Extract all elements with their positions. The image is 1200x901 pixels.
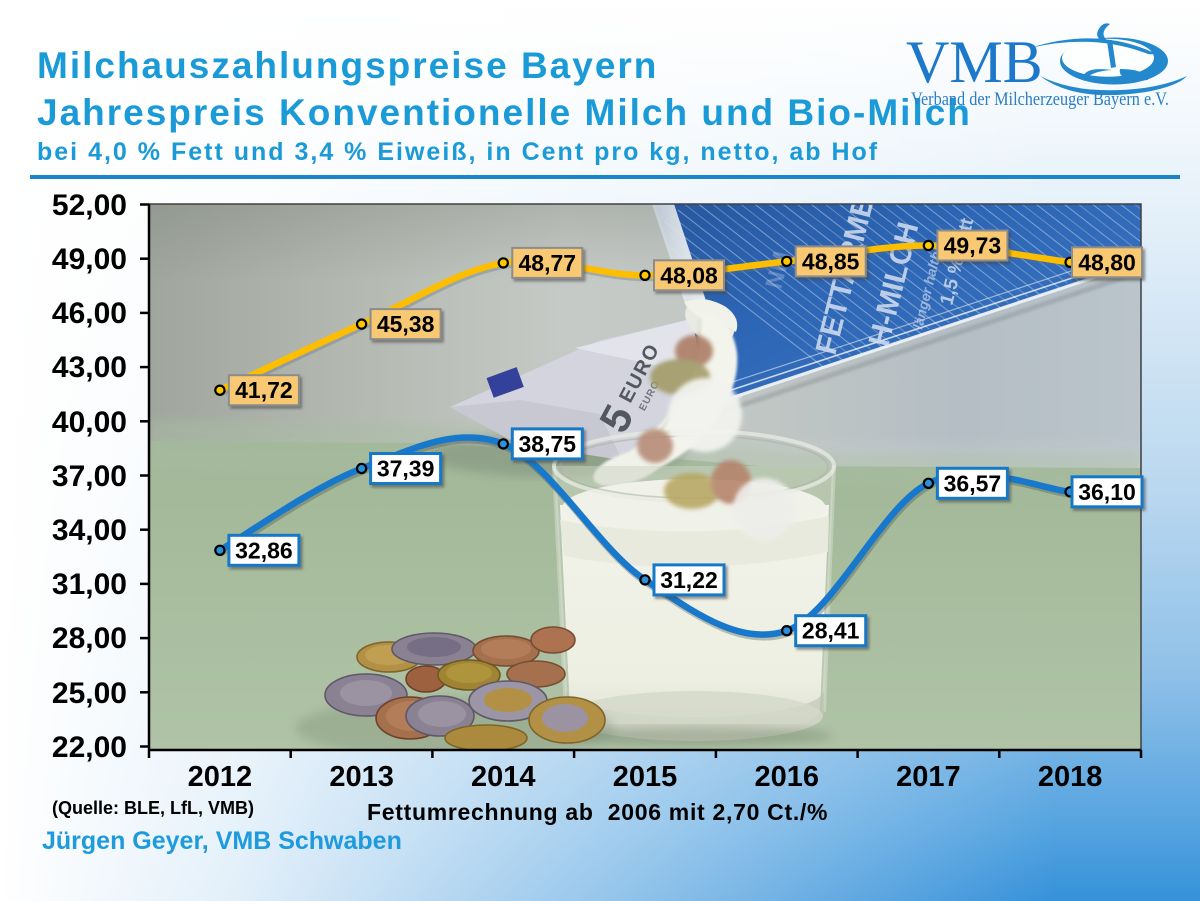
svg-text:48,77: 48,77 (519, 250, 577, 276)
svg-text:22,00: 22,00 (52, 731, 127, 764)
svg-text:2017: 2017 (896, 761, 961, 793)
svg-text:40,00: 40,00 (52, 406, 127, 439)
svg-text:48,85: 48,85 (802, 248, 860, 274)
svg-text:VMB: VMB (906, 29, 1043, 95)
svg-text:2014: 2014 (471, 761, 536, 793)
svg-text:45,38: 45,38 (377, 311, 435, 337)
svg-text:2012: 2012 (188, 761, 253, 793)
svg-text:37,00: 37,00 (52, 460, 127, 493)
svg-text:37,39: 37,39 (377, 456, 435, 482)
svg-text:34,00: 34,00 (52, 514, 127, 547)
svg-text:36,10: 36,10 (1078, 479, 1136, 505)
svg-text:31,22: 31,22 (660, 567, 718, 593)
svg-text:49,00: 49,00 (52, 243, 127, 276)
svg-text:2013: 2013 (329, 761, 394, 793)
svg-text:38,75: 38,75 (519, 431, 577, 457)
svg-text:28,00: 28,00 (52, 622, 127, 655)
svg-text:52,00: 52,00 (52, 189, 127, 222)
svg-text:46,00: 46,00 (52, 297, 127, 330)
svg-text:2016: 2016 (754, 761, 819, 793)
svg-text:48,08: 48,08 (660, 262, 718, 288)
svg-text:49,73: 49,73 (944, 233, 1002, 259)
svg-text:25,00: 25,00 (52, 677, 127, 710)
svg-text:48,80: 48,80 (1078, 249, 1136, 275)
svg-text:2018: 2018 (1038, 761, 1103, 793)
svg-text:36,57: 36,57 (944, 470, 1002, 496)
svg-text:31,00: 31,00 (52, 568, 127, 601)
svg-text:32,86: 32,86 (235, 537, 293, 563)
svg-text:2015: 2015 (613, 761, 678, 793)
svg-text:41,72: 41,72 (235, 377, 293, 403)
svg-text:43,00: 43,00 (52, 351, 127, 384)
svg-text:28,41: 28,41 (802, 618, 860, 644)
svg-text:Verband der Milcherzeuger Baye: Verband der Milcherzeuger Bayern e.V. (911, 89, 1169, 110)
